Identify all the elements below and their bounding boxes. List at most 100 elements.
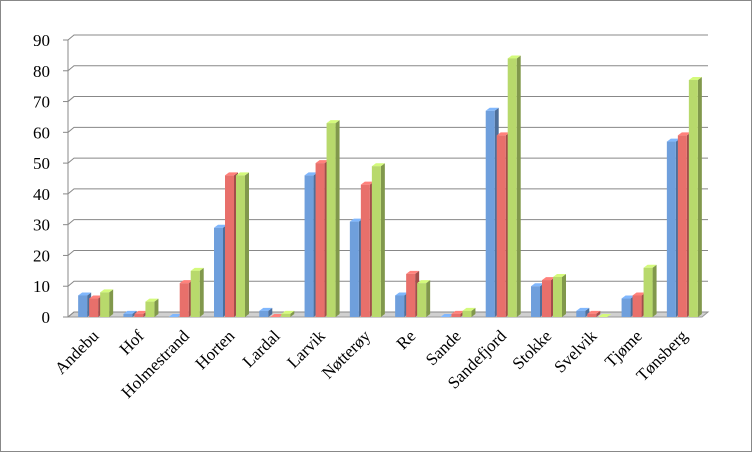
bar-top xyxy=(315,160,329,164)
bar-top xyxy=(507,55,521,59)
y-tick-label: 90 xyxy=(33,31,50,50)
bar-side xyxy=(596,310,601,317)
bar-top xyxy=(451,310,465,314)
bar xyxy=(236,175,245,317)
bar-side xyxy=(562,273,566,317)
bar xyxy=(371,166,381,317)
y-tick-label: 10 xyxy=(33,277,50,296)
bar xyxy=(190,270,200,317)
bar-top xyxy=(576,307,590,311)
bar xyxy=(349,221,359,317)
grid-line xyxy=(67,96,708,102)
bar-side xyxy=(335,120,340,317)
bar xyxy=(304,175,314,317)
bar-top xyxy=(349,218,363,222)
bar xyxy=(666,141,676,317)
bar xyxy=(360,184,370,317)
bar xyxy=(123,313,133,317)
bar xyxy=(587,313,597,317)
bar-top xyxy=(190,267,204,271)
bar xyxy=(225,175,234,317)
bar-top xyxy=(179,280,193,284)
bar xyxy=(395,295,405,317)
bar xyxy=(632,295,642,317)
bar-top xyxy=(531,283,544,287)
bar-top xyxy=(236,172,249,176)
bar xyxy=(100,292,110,317)
bar-top xyxy=(168,314,182,317)
bar-side xyxy=(516,55,521,317)
bar xyxy=(315,163,325,317)
bar-top xyxy=(134,310,148,314)
bar-side xyxy=(380,163,385,317)
bar-top xyxy=(632,292,646,296)
bar-top xyxy=(360,181,374,185)
bar-side xyxy=(471,307,476,317)
bar-top xyxy=(78,292,92,296)
bar-side xyxy=(697,77,702,317)
bar-top xyxy=(496,132,510,136)
y-tick-label: 80 xyxy=(33,62,50,81)
bar xyxy=(542,280,551,317)
bar-top xyxy=(643,264,657,268)
bar-top xyxy=(214,224,227,228)
bar xyxy=(677,135,687,317)
bar xyxy=(134,313,144,317)
bar xyxy=(145,301,155,317)
bar-top xyxy=(677,132,691,136)
bar-top xyxy=(440,314,454,317)
y-tick-label: 70 xyxy=(33,93,50,112)
y-tick-label: 20 xyxy=(33,246,50,265)
bar-top xyxy=(417,280,431,284)
bar-side xyxy=(154,298,159,317)
bar-top xyxy=(100,289,114,293)
bar-top xyxy=(406,270,420,274)
bar-side xyxy=(652,264,657,317)
y-tick-label: 30 xyxy=(33,216,50,235)
bar xyxy=(179,283,189,317)
bar xyxy=(78,295,88,317)
bar-top xyxy=(145,298,159,302)
bar-top xyxy=(666,138,680,142)
bar xyxy=(621,298,631,317)
bar xyxy=(462,310,472,317)
bar xyxy=(406,273,416,317)
bar-top xyxy=(304,172,318,176)
floor xyxy=(66,311,710,318)
bar-top xyxy=(371,163,385,167)
bar-top xyxy=(326,120,340,124)
bar-top xyxy=(598,314,612,317)
y-tick-label: 0 xyxy=(42,308,51,327)
bar xyxy=(485,110,495,318)
bar xyxy=(417,283,427,317)
bar-side xyxy=(268,307,273,317)
bar xyxy=(643,267,653,317)
bar xyxy=(576,310,586,317)
bar xyxy=(326,123,336,317)
bar-side xyxy=(245,172,249,317)
bar-side xyxy=(290,310,295,317)
y-tick-label: 40 xyxy=(33,185,50,204)
bar-side xyxy=(426,280,431,317)
bar-top xyxy=(281,310,295,314)
bar xyxy=(214,227,223,317)
bar xyxy=(688,80,698,317)
bar-side xyxy=(109,289,114,317)
bar-top xyxy=(542,277,555,281)
bar-top xyxy=(395,292,409,296)
bar xyxy=(451,313,461,317)
bar-top xyxy=(123,310,137,314)
bar xyxy=(259,310,269,317)
bar xyxy=(553,276,562,317)
bar-top xyxy=(89,295,103,299)
bar-top xyxy=(621,295,635,299)
y-tick-label: 50 xyxy=(33,154,50,173)
bar xyxy=(507,58,517,317)
bar-top xyxy=(225,172,238,176)
bar xyxy=(496,135,506,317)
bar-top xyxy=(688,77,702,81)
grid-line xyxy=(67,65,708,72)
bar-side xyxy=(199,267,204,317)
bar-top xyxy=(259,307,273,311)
